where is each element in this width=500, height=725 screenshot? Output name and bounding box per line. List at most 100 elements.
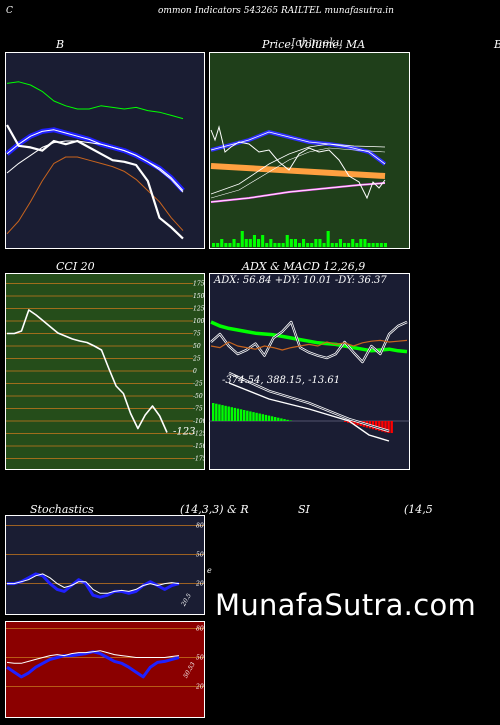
volume-bar (293, 239, 297, 247)
macd-signal-line (228, 382, 390, 442)
adx-line (210, 320, 408, 354)
rsi-signal-line (6, 650, 180, 664)
macd-hist-bar (218, 404, 221, 421)
cci-tick-label: 125 (193, 306, 205, 313)
price-line (210, 125, 386, 200)
volume-bar (289, 239, 293, 247)
cci-tick-label: -75 (193, 406, 203, 413)
cci-tick-label: 75 (193, 331, 201, 338)
volume-bar (338, 239, 342, 247)
volume-bar (314, 239, 318, 247)
macd-hist-bar (289, 420, 292, 421)
rsi-background (5, 621, 205, 718)
volume-bar (252, 235, 256, 247)
bb-upper-line (6, 81, 184, 120)
macd-hist-bar (356, 421, 359, 426)
volume-bar (306, 243, 310, 247)
ma-pink-inner-line (210, 182, 386, 203)
macd-hist-bar (264, 414, 268, 421)
rsi-tick-label: 50 (196, 655, 204, 662)
volume-bar (375, 243, 379, 247)
volume-bar (383, 243, 387, 247)
volume-bar (261, 235, 265, 247)
cci-tick-label: 25 (192, 356, 201, 363)
macd-hist-bar (270, 416, 274, 421)
volume-bar (379, 243, 383, 247)
macd-hist-bar (249, 411, 252, 421)
ma-orange-line (210, 163, 386, 179)
macd-hist-bar (381, 421, 384, 432)
cci-chart: 175 150 125 100 75 50 25 0 -25 -50 -75 -100 -125 -150… (5, 273, 205, 470)
volume-bar (236, 243, 240, 247)
volume-bar (322, 243, 326, 247)
ichimoku-label: Ichimoku (291, 36, 343, 49)
cci-tick-label: -150 (193, 443, 205, 450)
cci-tick-label: 150 (193, 293, 205, 300)
volume-bar (355, 243, 359, 247)
macd-hist-bar (277, 417, 280, 421)
volume-bar (326, 231, 330, 247)
volume-bar (212, 243, 216, 247)
bollinger-bands-chart (5, 52, 205, 249)
cci-line (7, 309, 168, 433)
cci-tick-label: -50 (193, 393, 203, 400)
cci-background (5, 273, 205, 470)
volume-bar (224, 243, 228, 247)
cci-tick-label: -125 (193, 431, 205, 438)
stoch-params-label: (14,3,3) & R (180, 503, 249, 516)
stoch-k-line (7, 573, 180, 594)
bb-band-inner-line (6, 129, 184, 191)
adx-svg (209, 273, 410, 470)
volume-bar (269, 239, 273, 247)
bb-background (5, 52, 205, 249)
adx-background (209, 273, 410, 470)
bb-price-line (6, 124, 184, 240)
macd-hist-bar (267, 415, 271, 421)
ma-white-line (210, 143, 386, 195)
header-left-char: C (6, 6, 13, 16)
cci-tick-label: -100 (193, 418, 205, 425)
ma-white-line-2 (210, 147, 386, 199)
stoch-d-line (7, 572, 180, 599)
macd-hist-bar (243, 410, 246, 421)
macd-hist-bar (252, 412, 255, 421)
macd-hist-bar (347, 421, 350, 423)
macd-hist-bar (224, 405, 227, 421)
cci-svg: 175 150 125 100 75 50 25 0 -25 -50 -75 -100 -125 -150… (5, 273, 205, 470)
macd-hist-bar (274, 417, 277, 421)
macd-hist-bar (378, 421, 381, 431)
adx-macd-chart (209, 273, 410, 470)
price-svg (209, 52, 410, 249)
macd-hist-bar (227, 406, 230, 421)
cci-panel-label: CCI 20 (56, 260, 95, 273)
macd-hist-bar (239, 409, 243, 421)
volume-bar (367, 243, 371, 247)
volume-bar (302, 239, 306, 247)
volume-bar (318, 239, 322, 247)
stoch-background (5, 515, 205, 615)
price-panel-label: Price, Volume, MA (262, 38, 366, 51)
volume-bar (334, 243, 338, 247)
macd-hist-bar (215, 403, 218, 421)
cci-tick-label: 50 (193, 343, 201, 350)
macd-hist-bar (384, 421, 387, 433)
macd-hist-bar (236, 408, 240, 421)
volume-bar (277, 243, 281, 247)
macd-hist-bar (261, 414, 264, 421)
volume-bar (285, 235, 289, 247)
page-title: ommon Indicators 543265 RAILTEL munafasu… (158, 6, 394, 16)
bb-middle-line (6, 140, 184, 193)
volume-bar (232, 239, 236, 247)
volume-bar (298, 243, 302, 247)
rsi-side-char: e (207, 566, 212, 575)
minus-dy-line (210, 339, 408, 351)
adx-values-text: ADX: 56.84 +DY: 10.01 -DY: 36.37 (214, 275, 387, 286)
rsi-panel-label: SI (298, 503, 310, 516)
macd-hist-bar (387, 421, 390, 433)
volume-bar (371, 243, 375, 247)
volume-bar (351, 239, 355, 247)
rsi-chart: 80 50 20 50.53 (5, 621, 205, 718)
